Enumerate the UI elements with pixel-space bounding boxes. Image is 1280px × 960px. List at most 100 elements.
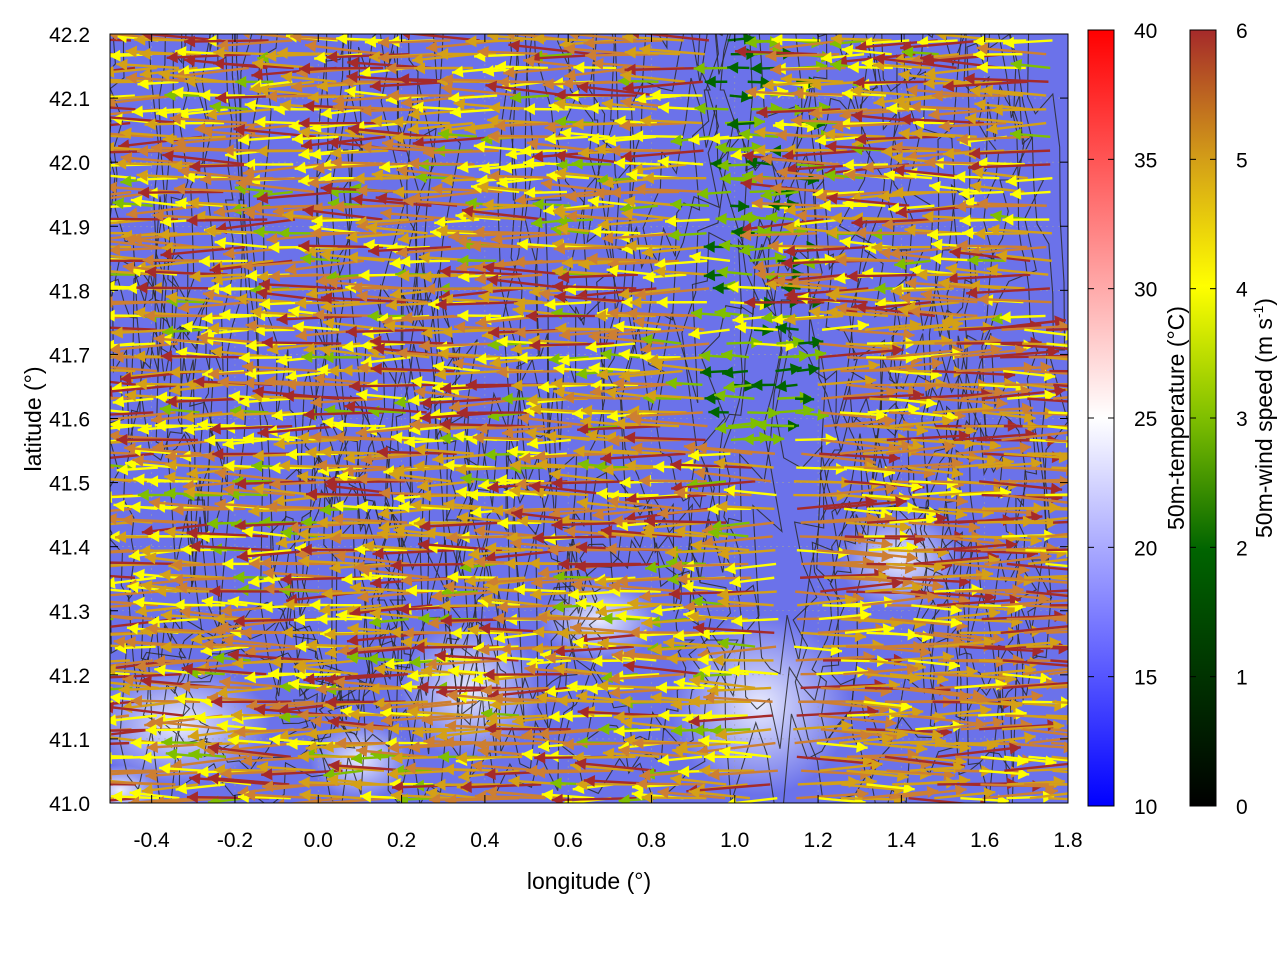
wind-vector-shaft (955, 445, 1032, 455)
wind-vector-head (245, 367, 257, 380)
wind-vector-head (78, 126, 89, 138)
wind-vector-head (1076, 676, 1087, 688)
wind-vector-head (425, 658, 437, 671)
wind-vector-head (97, 677, 109, 689)
wind-vector-head (162, 132, 174, 145)
wind-vector-head (322, 317, 335, 330)
wind-vector-head (485, 80, 498, 93)
wind-vector-head (447, 665, 460, 678)
wind-vector-head (865, 242, 877, 255)
wind-vector-shaft (1052, 617, 1068, 623)
wind-vector-head (175, 45, 187, 58)
wind-vector-head (571, 407, 584, 420)
wind-vector-head (287, 521, 299, 534)
wind-vector-head (857, 319, 869, 332)
wind-vector-head (619, 476, 631, 489)
wind-vector-head (437, 47, 449, 60)
wind-vector-shaft (49, 329, 108, 330)
wind-vector-head (295, 297, 307, 310)
wind-vector-shaft (862, 789, 939, 800)
wind-vector-shaft (1050, 659, 1068, 664)
wind-vector-shaft (1023, 411, 1068, 417)
wind-vector-head (431, 590, 443, 602)
wind-vector-shaft (372, 548, 455, 556)
wind-vector-shaft (885, 444, 956, 455)
wind-vector-head (244, 671, 257, 684)
wind-vector-head (320, 107, 333, 120)
wind-vector-head (613, 377, 625, 390)
wind-vector-head (431, 182, 443, 195)
wind-vector-head (26, 493, 37, 505)
wind-vector-head (393, 491, 406, 504)
wind-vector-shaft (110, 478, 158, 483)
wind-vector-head (703, 269, 716, 282)
wind-vector-head (455, 486, 468, 499)
wind-vector-head (1031, 690, 1043, 703)
wind-vector-head (130, 694, 142, 707)
wind-vector-head (484, 551, 497, 564)
wind-vector-head (377, 51, 390, 64)
wind-vector-head (449, 105, 462, 118)
wind-vector-head (508, 39, 520, 52)
wind-vector-shaft (844, 173, 914, 180)
wind-vector-head (473, 525, 486, 538)
wind-vector-head (400, 680, 413, 693)
y-tick-label: 41.1 (49, 729, 90, 752)
wind-vector-shaft (886, 461, 964, 469)
wind-vector-head (32, 332, 43, 344)
wind-vector-shaft (937, 746, 1021, 759)
wind-vector-head (742, 150, 754, 163)
wind-vector-head (691, 596, 704, 608)
wind-vector-head (553, 386, 566, 399)
wind-vector-head (621, 717, 633, 729)
wind-vector-head (496, 176, 509, 189)
wind-vector-head (897, 304, 910, 317)
wind-vector-head (495, 474, 507, 487)
wind-vector-head (688, 695, 700, 708)
wind-vector-shaft (960, 388, 1033, 400)
wind-vector-head (210, 346, 223, 358)
wind-vector-shaft (173, 66, 249, 79)
wind-vector-head (160, 641, 172, 654)
wind-vector-head (625, 493, 637, 506)
wind-vector-shaft (489, 732, 569, 745)
wind-vector-head (1116, 621, 1128, 633)
wind-vector-head (991, 104, 1003, 117)
wind-vector-shaft (110, 600, 159, 607)
wind-vector-head (973, 35, 985, 48)
wind-vector-head (391, 431, 403, 444)
wind-vector-head (60, 141, 71, 153)
wind-vector-shaft (1022, 667, 1068, 676)
wind-vector-head (893, 164, 905, 177)
wind-vector-head (440, 123, 453, 136)
wind-vector-head (407, 122, 420, 135)
wind-vector-head (938, 277, 950, 290)
wind-vector-head (171, 558, 183, 571)
wind-vector-head (665, 215, 677, 228)
wind-vector-head (235, 75, 247, 88)
wind-vector-shaft (302, 208, 383, 221)
wind-vector-head (152, 440, 165, 453)
wind-vector-head (628, 626, 640, 639)
wind-vector-head (433, 144, 445, 157)
wind-vector-head (370, 335, 382, 348)
wind-vector-head (286, 448, 298, 461)
wind-vector-head (526, 437, 539, 450)
wind-vector-head (435, 298, 447, 311)
wind-vector-head (144, 118, 156, 131)
wind-vector-shaft (186, 218, 268, 222)
wind-vector-shaft (937, 720, 1005, 731)
wind-vector-head (48, 124, 60, 136)
wind-vector-head (738, 244, 751, 257)
wind-vector-head (386, 242, 398, 255)
wind-vector-shaft (356, 294, 428, 304)
wind-vector-head (432, 452, 444, 465)
wind-vector-shaft (1052, 520, 1068, 524)
wind-vector-shaft (110, 148, 130, 152)
wind-vector-shaft (909, 392, 993, 400)
wind-vector-head (596, 487, 608, 500)
wind-vector-shaft (529, 342, 615, 347)
wind-vector-head (211, 695, 223, 708)
y-tick-label: 41.5 (49, 473, 90, 496)
wind-vector-shaft (472, 436, 544, 442)
